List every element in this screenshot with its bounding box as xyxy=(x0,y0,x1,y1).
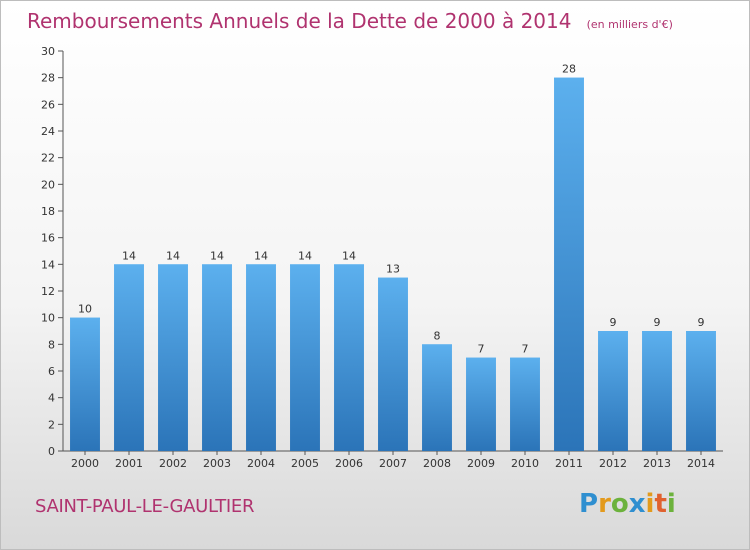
bar-top-edge xyxy=(114,264,144,266)
bar-value-label: 14 xyxy=(210,249,224,262)
bar[interactable] xyxy=(422,344,452,451)
y-tick-label: 28 xyxy=(41,72,55,85)
bar-top-edge xyxy=(70,317,100,320)
bar-top-edge xyxy=(686,331,716,333)
x-tick-label: 2013 xyxy=(643,457,671,470)
bar[interactable] xyxy=(466,357,496,451)
x-tick-label: 2012 xyxy=(599,457,627,470)
bar-value-label: 13 xyxy=(386,263,400,276)
bar-value-label: 10 xyxy=(78,303,92,316)
bar-top-edge xyxy=(334,264,364,266)
x-tick-label: 2007 xyxy=(379,457,407,470)
y-tick-label: 4 xyxy=(48,392,55,405)
bar-top-edge xyxy=(158,264,188,266)
bar-top-edge xyxy=(466,357,496,360)
x-tick-label: 2009 xyxy=(467,457,495,470)
bar-top-edge xyxy=(422,344,452,346)
chart-unit: (en milliers d'€) xyxy=(586,18,673,31)
bar-value-label: 14 xyxy=(298,249,312,262)
y-tick-label: 2 xyxy=(48,418,55,431)
logo-letter: i xyxy=(666,489,676,519)
y-tick-label: 0 xyxy=(48,445,55,458)
bar-value-label: 7 xyxy=(478,343,485,356)
bar[interactable] xyxy=(334,264,364,451)
title-row: Remboursements Annuels de la Dette de 20… xyxy=(27,9,673,33)
x-tick-label: 2002 xyxy=(159,457,187,470)
bar[interactable] xyxy=(686,331,716,451)
bar[interactable] xyxy=(70,317,100,451)
y-tick-label: 30 xyxy=(41,45,55,58)
bar-value-label: 9 xyxy=(610,316,617,329)
x-tick-label: 2014 xyxy=(687,457,715,470)
bar-value-label: 14 xyxy=(166,249,180,262)
x-tick-label: 2003 xyxy=(203,457,231,470)
x-tick-label: 2008 xyxy=(423,457,451,470)
bar[interactable] xyxy=(598,331,628,451)
proxiti-logo[interactable]: Proxiti xyxy=(579,489,676,519)
bar-value-label: 14 xyxy=(122,249,136,262)
y-tick-label: 20 xyxy=(41,178,55,191)
bar-value-label: 28 xyxy=(562,63,576,76)
y-tick-label: 8 xyxy=(48,338,55,351)
bar-top-edge xyxy=(598,331,628,333)
x-tick-label: 2005 xyxy=(291,457,319,470)
bar-top-edge xyxy=(202,264,232,266)
x-tick-label: 2001 xyxy=(115,457,143,470)
y-tick-label: 22 xyxy=(41,152,55,165)
bar[interactable] xyxy=(378,277,408,451)
logo-letter: o xyxy=(610,489,629,519)
y-tick-label: 18 xyxy=(41,205,55,218)
bar[interactable] xyxy=(246,264,276,451)
bar[interactable] xyxy=(290,264,320,451)
bar-top-edge xyxy=(246,264,276,266)
bar-top-edge xyxy=(554,77,584,80)
y-tick-label: 6 xyxy=(48,365,55,378)
bar-value-label: 8 xyxy=(434,329,441,342)
bar-top-edge xyxy=(378,277,408,280)
x-tick-label: 2011 xyxy=(555,457,583,470)
bar[interactable] xyxy=(642,331,672,451)
x-tick-label: 2000 xyxy=(71,457,99,470)
y-tick-label: 10 xyxy=(41,312,55,325)
y-tick-label: 24 xyxy=(41,125,55,138)
bar[interactable] xyxy=(114,264,144,451)
bar-value-label: 14 xyxy=(342,249,356,262)
y-tick-label: 16 xyxy=(41,232,55,245)
x-tick-label: 2010 xyxy=(511,457,539,470)
bar-top-edge xyxy=(510,357,540,360)
bar-value-label: 9 xyxy=(698,316,705,329)
y-tick-label: 12 xyxy=(41,285,55,298)
x-tick-label: 2006 xyxy=(335,457,363,470)
logo-letter: t xyxy=(654,489,667,519)
x-tick-label: 2004 xyxy=(247,457,275,470)
bar[interactable] xyxy=(202,264,232,451)
y-tick-label: 26 xyxy=(41,98,55,111)
bar-top-edge xyxy=(642,331,672,333)
bars xyxy=(70,77,716,452)
logo-letter: P xyxy=(579,489,599,519)
bar[interactable] xyxy=(158,264,188,451)
logo-letter: r xyxy=(598,489,611,519)
bar[interactable] xyxy=(510,357,540,451)
commune-name: SAINT-PAUL-LE-GAULTIER xyxy=(35,496,255,517)
logo-letter: i xyxy=(645,489,655,519)
bar-top-edge xyxy=(290,264,320,266)
chart-title: Remboursements Annuels de la Dette de 20… xyxy=(27,9,572,33)
bar[interactable] xyxy=(554,77,584,452)
bar-value-label: 7 xyxy=(522,343,529,356)
bar-value-label: 14 xyxy=(254,249,268,262)
bar-value-label: 9 xyxy=(654,316,661,329)
y-tick-label: 14 xyxy=(41,258,55,271)
bar-labels: 10 14 14 14 14 14 14 13 8 7 7 28 9 9 9 xyxy=(78,63,705,356)
logo-letter: x xyxy=(628,489,646,519)
